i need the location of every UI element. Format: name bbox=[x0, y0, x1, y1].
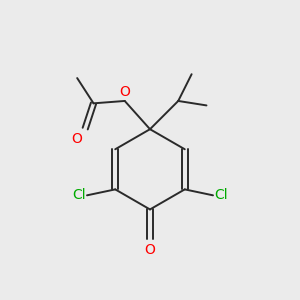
Text: O: O bbox=[145, 243, 155, 257]
Text: O: O bbox=[71, 132, 82, 146]
Text: Cl: Cl bbox=[72, 188, 86, 202]
Text: O: O bbox=[119, 85, 130, 99]
Text: Cl: Cl bbox=[214, 188, 228, 202]
